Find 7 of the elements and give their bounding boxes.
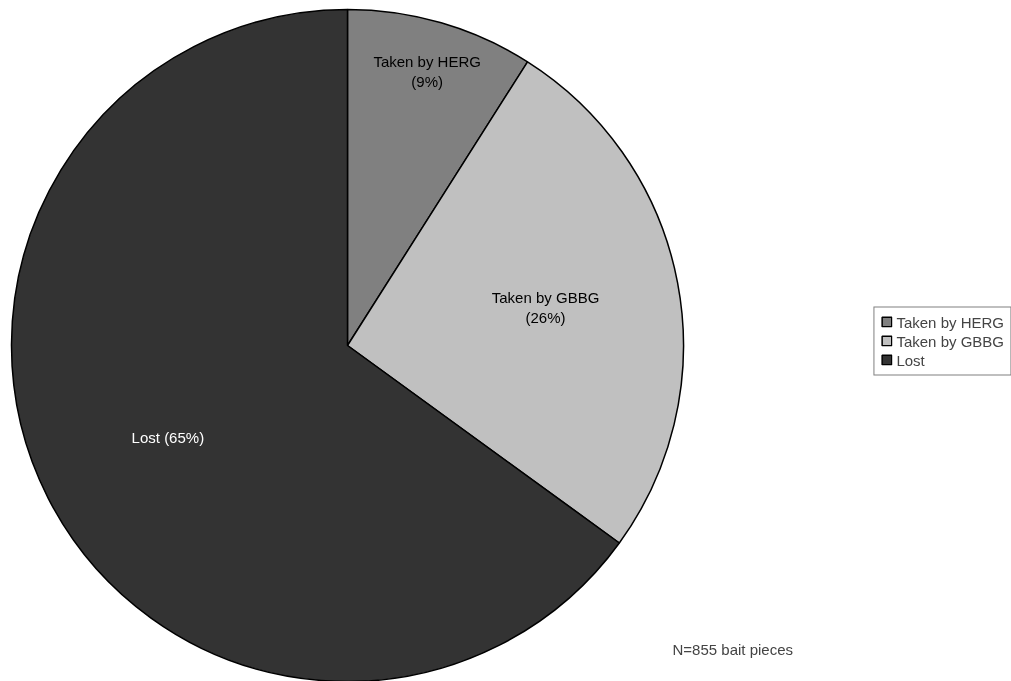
text: N=855 bait pieces xyxy=(672,640,793,658)
legend-label: Taken by HERG xyxy=(896,313,1004,330)
legend-label: Lost xyxy=(896,351,925,368)
legend-label: Taken by GBBG xyxy=(896,332,1004,349)
data-label: Lost (65%) xyxy=(131,428,205,446)
data-label: Taken by HERG (9%) xyxy=(373,52,481,90)
data-label: Taken by GBBG (26%) xyxy=(491,289,600,327)
